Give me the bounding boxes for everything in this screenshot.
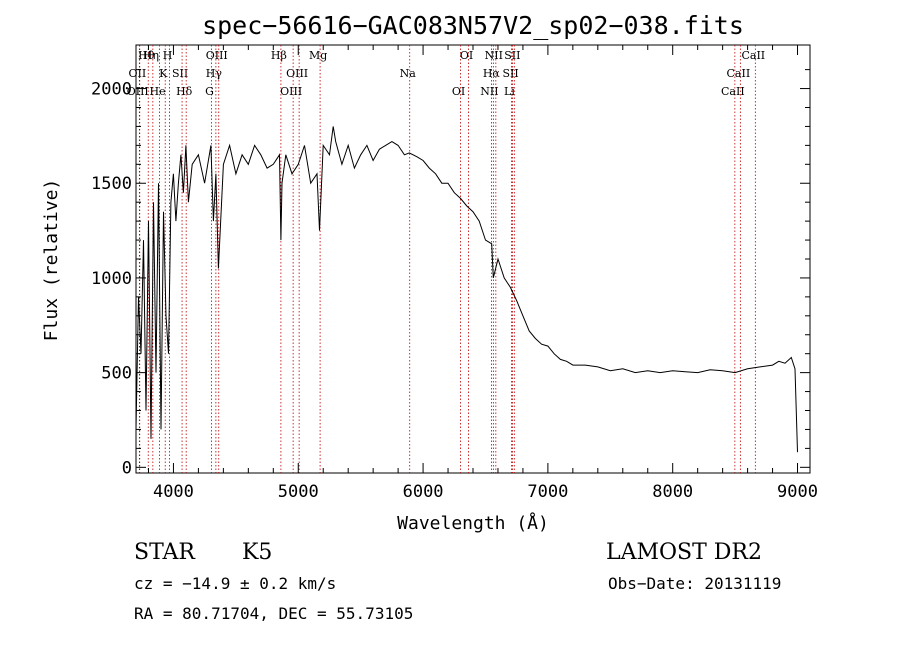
spectral-line-label: OIII bbox=[280, 85, 302, 98]
x-tick-label: 9000 bbox=[777, 482, 818, 502]
spectral-line-label: NII bbox=[485, 49, 503, 62]
spectral-line-label: H bbox=[163, 49, 173, 62]
x-tick-label: 6000 bbox=[403, 482, 444, 502]
coordinates-text: RA = 80.71704, DEC = 55.73105 bbox=[134, 604, 414, 623]
spectral-line-label: Mg bbox=[309, 49, 327, 62]
object-subclass: K5 bbox=[242, 540, 273, 565]
x-tick-label: 5000 bbox=[278, 482, 319, 502]
spectrum-line bbox=[135, 126, 798, 453]
spectral-line-label: OI bbox=[452, 85, 465, 98]
spectral-line-label: SII bbox=[502, 67, 518, 80]
spectral-line-label: Na bbox=[400, 67, 417, 80]
line-markers: HθOIIOIIIHηKHeHSIIHδOIIIHγGHβOIIIOIIIMgN… bbox=[127, 45, 765, 473]
chart-title: spec−56616−GAC083N57V2_sp02−038.fits bbox=[202, 11, 744, 40]
spectral-line-label: He bbox=[150, 85, 166, 98]
x-tick-label: 8000 bbox=[652, 482, 693, 502]
y-axis-label: Flux (relative) bbox=[41, 179, 62, 342]
plot-frame bbox=[135, 44, 811, 474]
x-axis-label: Wavelength (Å) bbox=[397, 512, 549, 534]
spectral-line-label: Hγ bbox=[206, 67, 223, 80]
spectral-line-label: OII bbox=[129, 67, 147, 80]
y-tick-label: 2000 bbox=[91, 80, 132, 100]
y-tick-label: 500 bbox=[101, 364, 132, 384]
spectral-line-label: OI bbox=[460, 49, 473, 62]
spectral-line-label: Hη bbox=[143, 49, 159, 62]
spectral-line-label: Hθ bbox=[138, 49, 155, 62]
object-class: STAR bbox=[134, 540, 195, 565]
x-axis: 4000 5000 6000 7000 8000 9000 bbox=[147, 45, 818, 502]
spectral-line-label: NII bbox=[480, 85, 498, 98]
survey-name: LAMOST DR2 bbox=[606, 540, 762, 565]
y-tick-label: 0 bbox=[122, 458, 132, 478]
x-tick-label: 4000 bbox=[153, 482, 194, 502]
obs-date-text: Obs−Date: 20131119 bbox=[608, 574, 782, 593]
spectral-line-label: OIII bbox=[206, 49, 228, 62]
y-tick-label: 1000 bbox=[91, 269, 132, 289]
spectral-line-label: Li bbox=[504, 85, 515, 98]
spectral-line-label: CaII bbox=[741, 49, 765, 62]
spectral-line-label: Hβ bbox=[271, 49, 287, 62]
x-tick-label: 7000 bbox=[527, 482, 568, 502]
spectral-line-label: SII bbox=[504, 49, 520, 62]
spectral-line-label: CaII bbox=[721, 85, 745, 98]
spectral-line-label: G bbox=[205, 85, 214, 98]
spectral-line-label: OIII bbox=[286, 67, 308, 80]
y-axis: 0 500 1000 1500 2000 bbox=[91, 69, 810, 478]
spectral-line-label: SII bbox=[172, 67, 188, 80]
spectral-line-label: CaII bbox=[727, 67, 751, 80]
y-tick-label: 1500 bbox=[91, 174, 132, 194]
spectral-line-label: Hδ bbox=[176, 85, 193, 98]
redshift-text: cz = −14.9 ± 0.2 km/s bbox=[134, 574, 337, 593]
spectral-line-label: K bbox=[159, 67, 168, 80]
